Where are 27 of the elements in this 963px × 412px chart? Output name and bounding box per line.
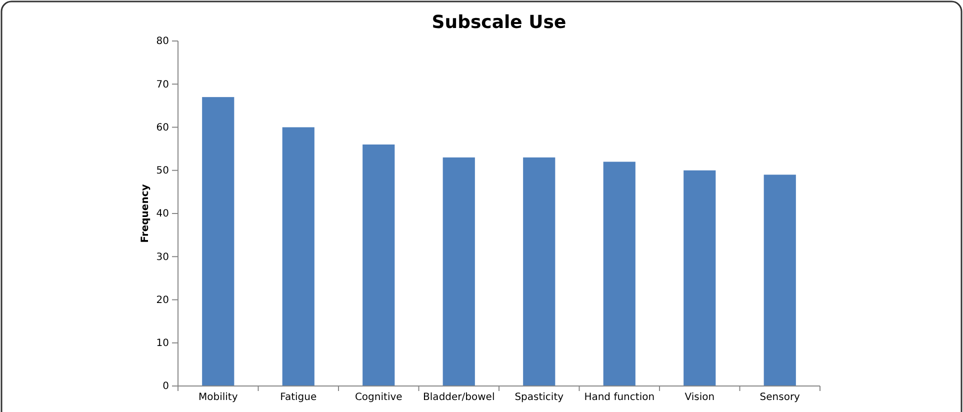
x-tick-label: Hand function [584,392,655,403]
y-axis-title: Frequency [140,184,151,243]
x-tick-label: Bladder/bowel [423,392,495,403]
chart-title: Subscale Use [432,12,566,33]
x-tick-label: Vision [684,392,715,403]
x-tick-label: Cognitive [354,392,402,403]
x-tick-label: Sensory [760,392,800,403]
x-tick-label: Spasticity [514,392,564,403]
y-tick-label: 30 [156,252,169,263]
y-tick-label: 20 [156,294,169,306]
bar [764,174,796,386]
y-tick-label: 80 [156,36,169,48]
x-tick-label: Fatigue [280,392,317,403]
bar [282,127,314,386]
bar [523,157,556,386]
y-tick-label: 10 [156,338,169,350]
bar [362,144,395,386]
bar [603,162,636,386]
y-tick-label: 0 [162,381,169,392]
bar [202,97,234,386]
y-tick-label: 40 [156,208,169,220]
bar [442,157,475,386]
x-tick-label: Mobility [198,392,238,403]
y-tick-label: 60 [156,122,169,134]
y-tick-label: 70 [156,79,169,90]
y-tick-label: 50 [156,166,169,177]
bar [684,170,716,386]
